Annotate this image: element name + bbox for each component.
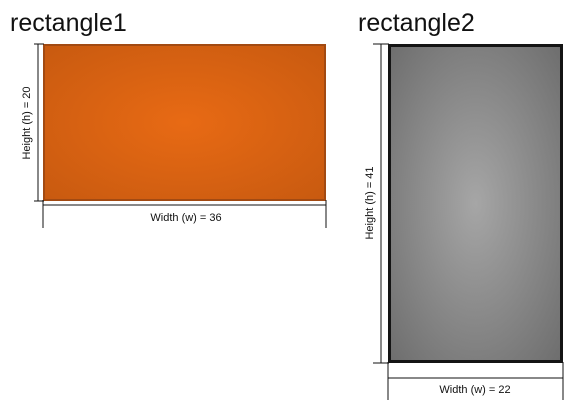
rectangle1-shape — [43, 44, 326, 201]
rectangle2-height-label: Height (h) = 41 — [364, 166, 376, 239]
rectangle2-shape — [388, 44, 563, 363]
rectangle2-width-label: Width (w) = 22 — [439, 384, 510, 396]
rectangle2-title: rectangle2 — [358, 9, 475, 37]
rectangle1-width-label: Width (w) = 36 — [150, 212, 221, 224]
rectangle1-height-label: Height (h) = 20 — [21, 86, 33, 159]
rectangle1-title: rectangle1 — [10, 9, 127, 37]
